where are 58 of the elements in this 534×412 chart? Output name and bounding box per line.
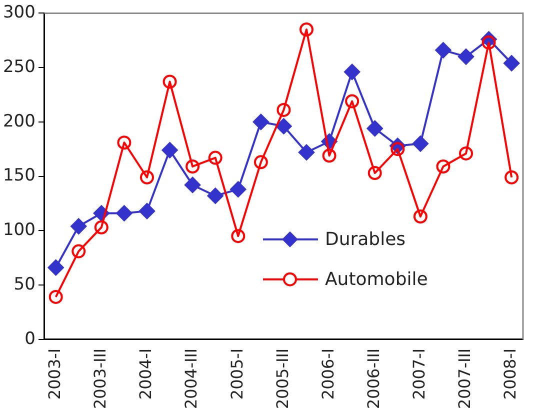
- y-tick-label: 150: [2, 166, 36, 186]
- point: [208, 150, 222, 165]
- point: [504, 55, 520, 72]
- y-tick-label: 200: [2, 111, 36, 132]
- x-tick-label: 2007-I: [410, 348, 429, 400]
- point: [207, 188, 224, 204]
- point: [230, 181, 246, 198]
- point: [390, 142, 405, 156]
- point: [72, 244, 86, 258]
- point: [231, 229, 246, 244]
- point: [186, 159, 200, 174]
- y-tick-label: 100: [2, 220, 36, 240]
- x-tick-label: 2005-I: [227, 348, 246, 400]
- x-tick-label: 2007-III: [455, 348, 474, 410]
- point: [48, 260, 64, 276]
- point: [300, 22, 314, 37]
- x-tick-label: 2006-I: [318, 348, 338, 400]
- legend-label: Durables: [324, 229, 406, 250]
- point: [412, 136, 428, 152]
- point: [435, 42, 452, 58]
- point: [162, 142, 178, 158]
- x-tick-label: 2005-III: [272, 348, 292, 410]
- point: [48, 290, 63, 304]
- point: [276, 118, 292, 134]
- y-tick-label: 300: [2, 2, 36, 23]
- point: [276, 102, 291, 117]
- x-tick-label: 2006-III: [364, 348, 384, 410]
- point: [298, 144, 314, 160]
- y-tick-label: 50: [14, 274, 36, 294]
- point: [366, 120, 383, 136]
- point: [140, 170, 154, 184]
- point: [459, 146, 474, 160]
- point: [413, 210, 428, 224]
- x-tick-label: 2003-III: [90, 348, 110, 410]
- point: [70, 218, 87, 234]
- point: [117, 136, 132, 150]
- point: [254, 155, 268, 170]
- point: [322, 148, 336, 163]
- point: [252, 114, 269, 130]
- legend-label: Automobile: [324, 269, 428, 290]
- point: [368, 166, 382, 180]
- y-tick-label: 250: [2, 56, 36, 77]
- x-tick-label: 2004-III: [182, 348, 201, 410]
- point: [94, 220, 108, 234]
- point: [138, 203, 155, 220]
- y-tick-label: 0: [24, 328, 36, 349]
- point: [482, 36, 496, 50]
- x-tick-label: 2008-I: [500, 348, 520, 400]
- point: [436, 159, 450, 174]
- x-tick-label: 2003-I: [45, 348, 64, 400]
- point: [345, 94, 360, 108]
- point: [504, 170, 519, 184]
- point: [344, 64, 360, 80]
- point: [184, 176, 201, 193]
- x-tick-label: 2004-I: [136, 348, 156, 400]
- point: [458, 48, 474, 65]
- point: [116, 205, 132, 222]
- point: [162, 74, 177, 89]
